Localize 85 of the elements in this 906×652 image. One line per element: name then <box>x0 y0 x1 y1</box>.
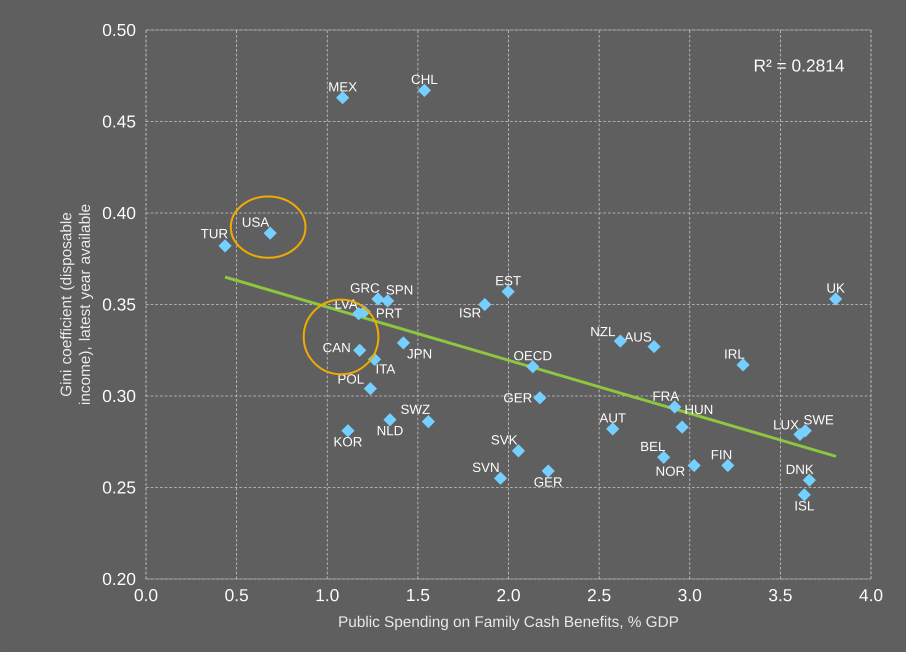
annotation: NZL <box>591 326 615 336</box>
x-tick-label: 2.5 <box>588 589 610 602</box>
point <box>396 336 410 350</box>
annotation: CAN <box>323 342 350 352</box>
y-tick-label: 0.25 <box>102 481 136 494</box>
point <box>542 464 555 478</box>
x-tick-label: 4.0 <box>859 589 882 602</box>
point <box>512 444 525 458</box>
x-tick-label: 3.0 <box>678 589 702 602</box>
annotation: ISL <box>796 501 814 511</box>
annotation: NOR <box>656 466 685 476</box>
y-tick-label: 0.40 <box>102 206 136 220</box>
annotation: JPN <box>407 349 432 358</box>
point <box>502 285 515 298</box>
annotation: SVN <box>472 462 499 472</box>
x-tick-label: 2.0 <box>497 589 520 602</box>
point <box>614 334 627 348</box>
x-tick-label: 0.0 <box>134 589 158 602</box>
point <box>688 459 701 472</box>
point <box>676 420 689 434</box>
point <box>364 382 377 396</box>
point <box>218 239 232 252</box>
annotation: POL <box>338 374 364 384</box>
annotation: MEX <box>329 82 357 92</box>
annotation: HUN <box>685 404 712 414</box>
annotation: GER <box>534 477 562 487</box>
point <box>526 360 540 374</box>
annotation: IRL <box>725 349 744 359</box>
annotation: USA <box>242 217 270 227</box>
annotation: FRA <box>654 392 680 401</box>
point <box>422 415 435 428</box>
point <box>494 472 508 485</box>
x-tick-label: 0.5 <box>225 589 248 602</box>
x-tick-label: 1.5 <box>407 589 430 602</box>
annotation: ISR <box>460 308 481 318</box>
annotation: CHL <box>412 74 438 84</box>
point <box>668 400 682 414</box>
point <box>657 450 670 464</box>
point <box>533 391 546 404</box>
x-axis-title: Public Spending on Family Cash Benefits, % GDP <box>339 616 678 630</box>
annotation: AUT <box>599 413 626 423</box>
y-tick-label: 0.35 <box>102 298 136 311</box>
annotation: SVK <box>491 435 518 445</box>
point <box>798 488 811 502</box>
annotation: NLD <box>378 426 403 436</box>
annotation: GER <box>504 393 532 403</box>
point <box>372 292 384 306</box>
point <box>736 358 750 372</box>
y-tick-label: 0.45 <box>102 115 136 128</box>
annotation: SPN <box>386 285 412 295</box>
annotation: R² = 0.2814 <box>754 59 844 72</box>
point <box>829 292 842 306</box>
y-tick-label: 0.50 <box>102 24 136 36</box>
point <box>336 91 350 104</box>
annotation: EST <box>496 276 521 286</box>
annotation: GRC <box>350 283 380 293</box>
x-tick-label: 1.0 <box>316 589 339 602</box>
annotation: DNK <box>786 464 814 474</box>
annotation: TUR <box>200 229 228 238</box>
annotation: UK <box>827 283 845 293</box>
point <box>381 294 394 308</box>
annotation: PRT <box>376 308 402 318</box>
point <box>606 422 620 436</box>
annotation: OECD <box>514 351 552 360</box>
y-axis-title: Gini coefficient (disposable income), latest year available <box>60 204 94 404</box>
annotation: SWE <box>804 415 834 424</box>
point <box>648 340 661 354</box>
annotation: FIN <box>712 450 732 460</box>
annotation: ITA <box>376 364 396 374</box>
point <box>721 459 734 472</box>
annotation: SWZ <box>401 404 430 414</box>
point <box>798 424 812 438</box>
annotation: BEL <box>641 442 665 452</box>
point <box>383 413 396 426</box>
point <box>418 84 431 97</box>
x-tick-label: 3.5 <box>769 589 792 602</box>
point <box>802 474 816 487</box>
annotation: LUX <box>774 420 799 430</box>
point <box>264 226 277 240</box>
annotation: KOR <box>334 437 362 446</box>
point <box>353 344 366 357</box>
y-tick-label: 0.30 <box>102 390 136 402</box>
annotation: AUS <box>624 332 652 342</box>
point <box>341 424 354 438</box>
y-tick-label: 0.20 <box>102 572 136 586</box>
